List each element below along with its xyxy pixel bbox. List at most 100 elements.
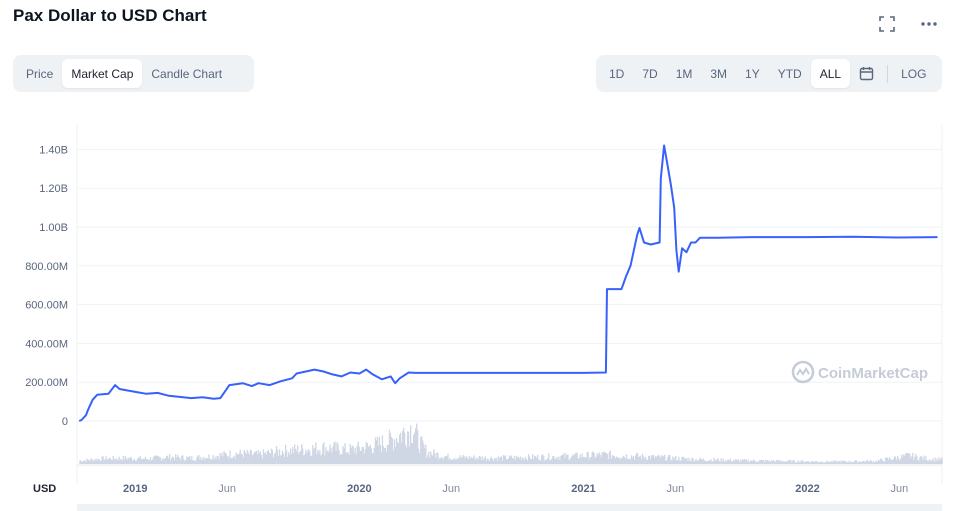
volume-bar	[327, 450, 329, 464]
volume-bar	[132, 459, 134, 464]
volume-bar	[653, 454, 655, 464]
tab-candle-chart[interactable]: Candle Chart	[151, 66, 223, 81]
volume-bar	[251, 455, 253, 464]
volume-bar	[238, 453, 240, 464]
volume-bar	[382, 446, 385, 464]
volume-bar	[145, 459, 148, 464]
volume-bar	[312, 445, 314, 464]
volume-bar	[407, 431, 410, 464]
volume-bar	[404, 444, 407, 464]
volume-bar	[205, 457, 207, 464]
volume-bar	[810, 462, 812, 464]
volume-bar	[684, 458, 686, 464]
volume-bar	[102, 456, 104, 464]
market-cap-line[interactable]	[78, 144, 938, 422]
volume-bar	[629, 459, 632, 464]
y-tick-label: 1.40B	[39, 144, 68, 156]
volume-bar	[766, 459, 769, 464]
volume-bar	[369, 444, 371, 464]
volume-bar	[97, 458, 99, 464]
volume-bar	[828, 462, 830, 464]
volume-bar	[722, 458, 724, 464]
volume-bar	[333, 442, 335, 464]
volume-bar	[652, 455, 654, 464]
volume-bar	[796, 462, 798, 464]
market-cap-chart[interactable]: 0 200.00M 400.00M 600.00M 800.00M 1.00B 1.20B 1…	[0, 100, 965, 511]
volume-bar	[746, 461, 749, 464]
fullscreen-icon[interactable]	[875, 12, 899, 36]
volume-bar	[359, 450, 361, 464]
volume-bar	[691, 457, 693, 464]
range-1y[interactable]: 1Y	[745, 66, 760, 81]
volume-bar	[862, 460, 865, 464]
range-ytd[interactable]: YTD	[777, 66, 802, 81]
volume-bar	[626, 458, 629, 464]
volume-bar	[918, 460, 920, 464]
volume-bar	[438, 459, 440, 464]
tab-market-cap[interactable]: Market Cap	[62, 59, 143, 88]
volume-bar	[575, 452, 577, 464]
volume-bar	[252, 454, 254, 464]
volume-bar	[414, 432, 416, 464]
volume-bar	[737, 459, 740, 464]
volume-bar	[179, 457, 181, 464]
volume-bar	[506, 459, 509, 464]
volume-bar	[760, 459, 763, 464]
volume-bar	[662, 456, 664, 464]
volume-bar	[167, 458, 170, 464]
volume-bar	[816, 461, 818, 464]
volume-bar	[555, 458, 557, 464]
volume-bar	[692, 458, 694, 464]
volume-bar	[542, 454, 544, 464]
volume-bar	[92, 461, 94, 464]
volume-bar	[533, 458, 535, 464]
volume-bar	[741, 459, 744, 464]
volume-bar	[759, 460, 762, 464]
volume-bar	[681, 456, 683, 464]
volume-bar	[835, 460, 837, 464]
volume-bar	[284, 444, 287, 464]
volume-bar	[131, 460, 133, 464]
volume-bar	[859, 461, 862, 464]
volume-bar	[514, 459, 517, 464]
volume-bar	[105, 456, 107, 464]
volume-bar	[603, 451, 605, 464]
range-3m[interactable]: 3M	[710, 66, 728, 81]
volume-bar	[81, 461, 83, 464]
volume-bar	[472, 457, 474, 464]
range-1m[interactable]: 1M	[675, 66, 693, 81]
volume-bar	[482, 460, 484, 464]
volume-bar	[787, 461, 789, 464]
range-all[interactable]: ALL	[810, 59, 851, 88]
range-1d[interactable]: 1D	[609, 66, 625, 81]
volume-bar	[263, 453, 266, 464]
tab-price[interactable]: Price	[26, 66, 54, 81]
volume-bar	[857, 461, 860, 464]
volume-bar	[362, 446, 364, 464]
volume-bar	[375, 440, 378, 464]
volume-bar	[483, 458, 485, 464]
log-toggle[interactable]: LOG	[901, 66, 927, 81]
volume-bar	[518, 458, 521, 464]
volume-bar	[661, 455, 663, 464]
volume-bar	[498, 458, 501, 464]
range-navigator[interactable]	[77, 504, 942, 511]
calendar-icon[interactable]	[850, 59, 883, 88]
volume-bar	[667, 457, 669, 464]
volume-bar	[641, 453, 644, 464]
volume-bar	[802, 460, 804, 464]
volume-bar	[270, 448, 273, 464]
volume-bar	[84, 460, 86, 464]
volume-bar	[885, 457, 888, 464]
volume-bar	[336, 442, 338, 464]
volume-bar	[521, 457, 524, 464]
range-7d[interactable]: 7D	[642, 66, 658, 81]
volume-bar	[755, 461, 758, 464]
more-icon[interactable]	[917, 12, 941, 36]
volume-bar	[562, 454, 564, 464]
volume-bar	[509, 456, 512, 464]
volume-bar	[655, 456, 657, 464]
volume-bar	[489, 458, 491, 464]
volume-bar	[747, 459, 750, 464]
volume-bar	[98, 459, 100, 464]
